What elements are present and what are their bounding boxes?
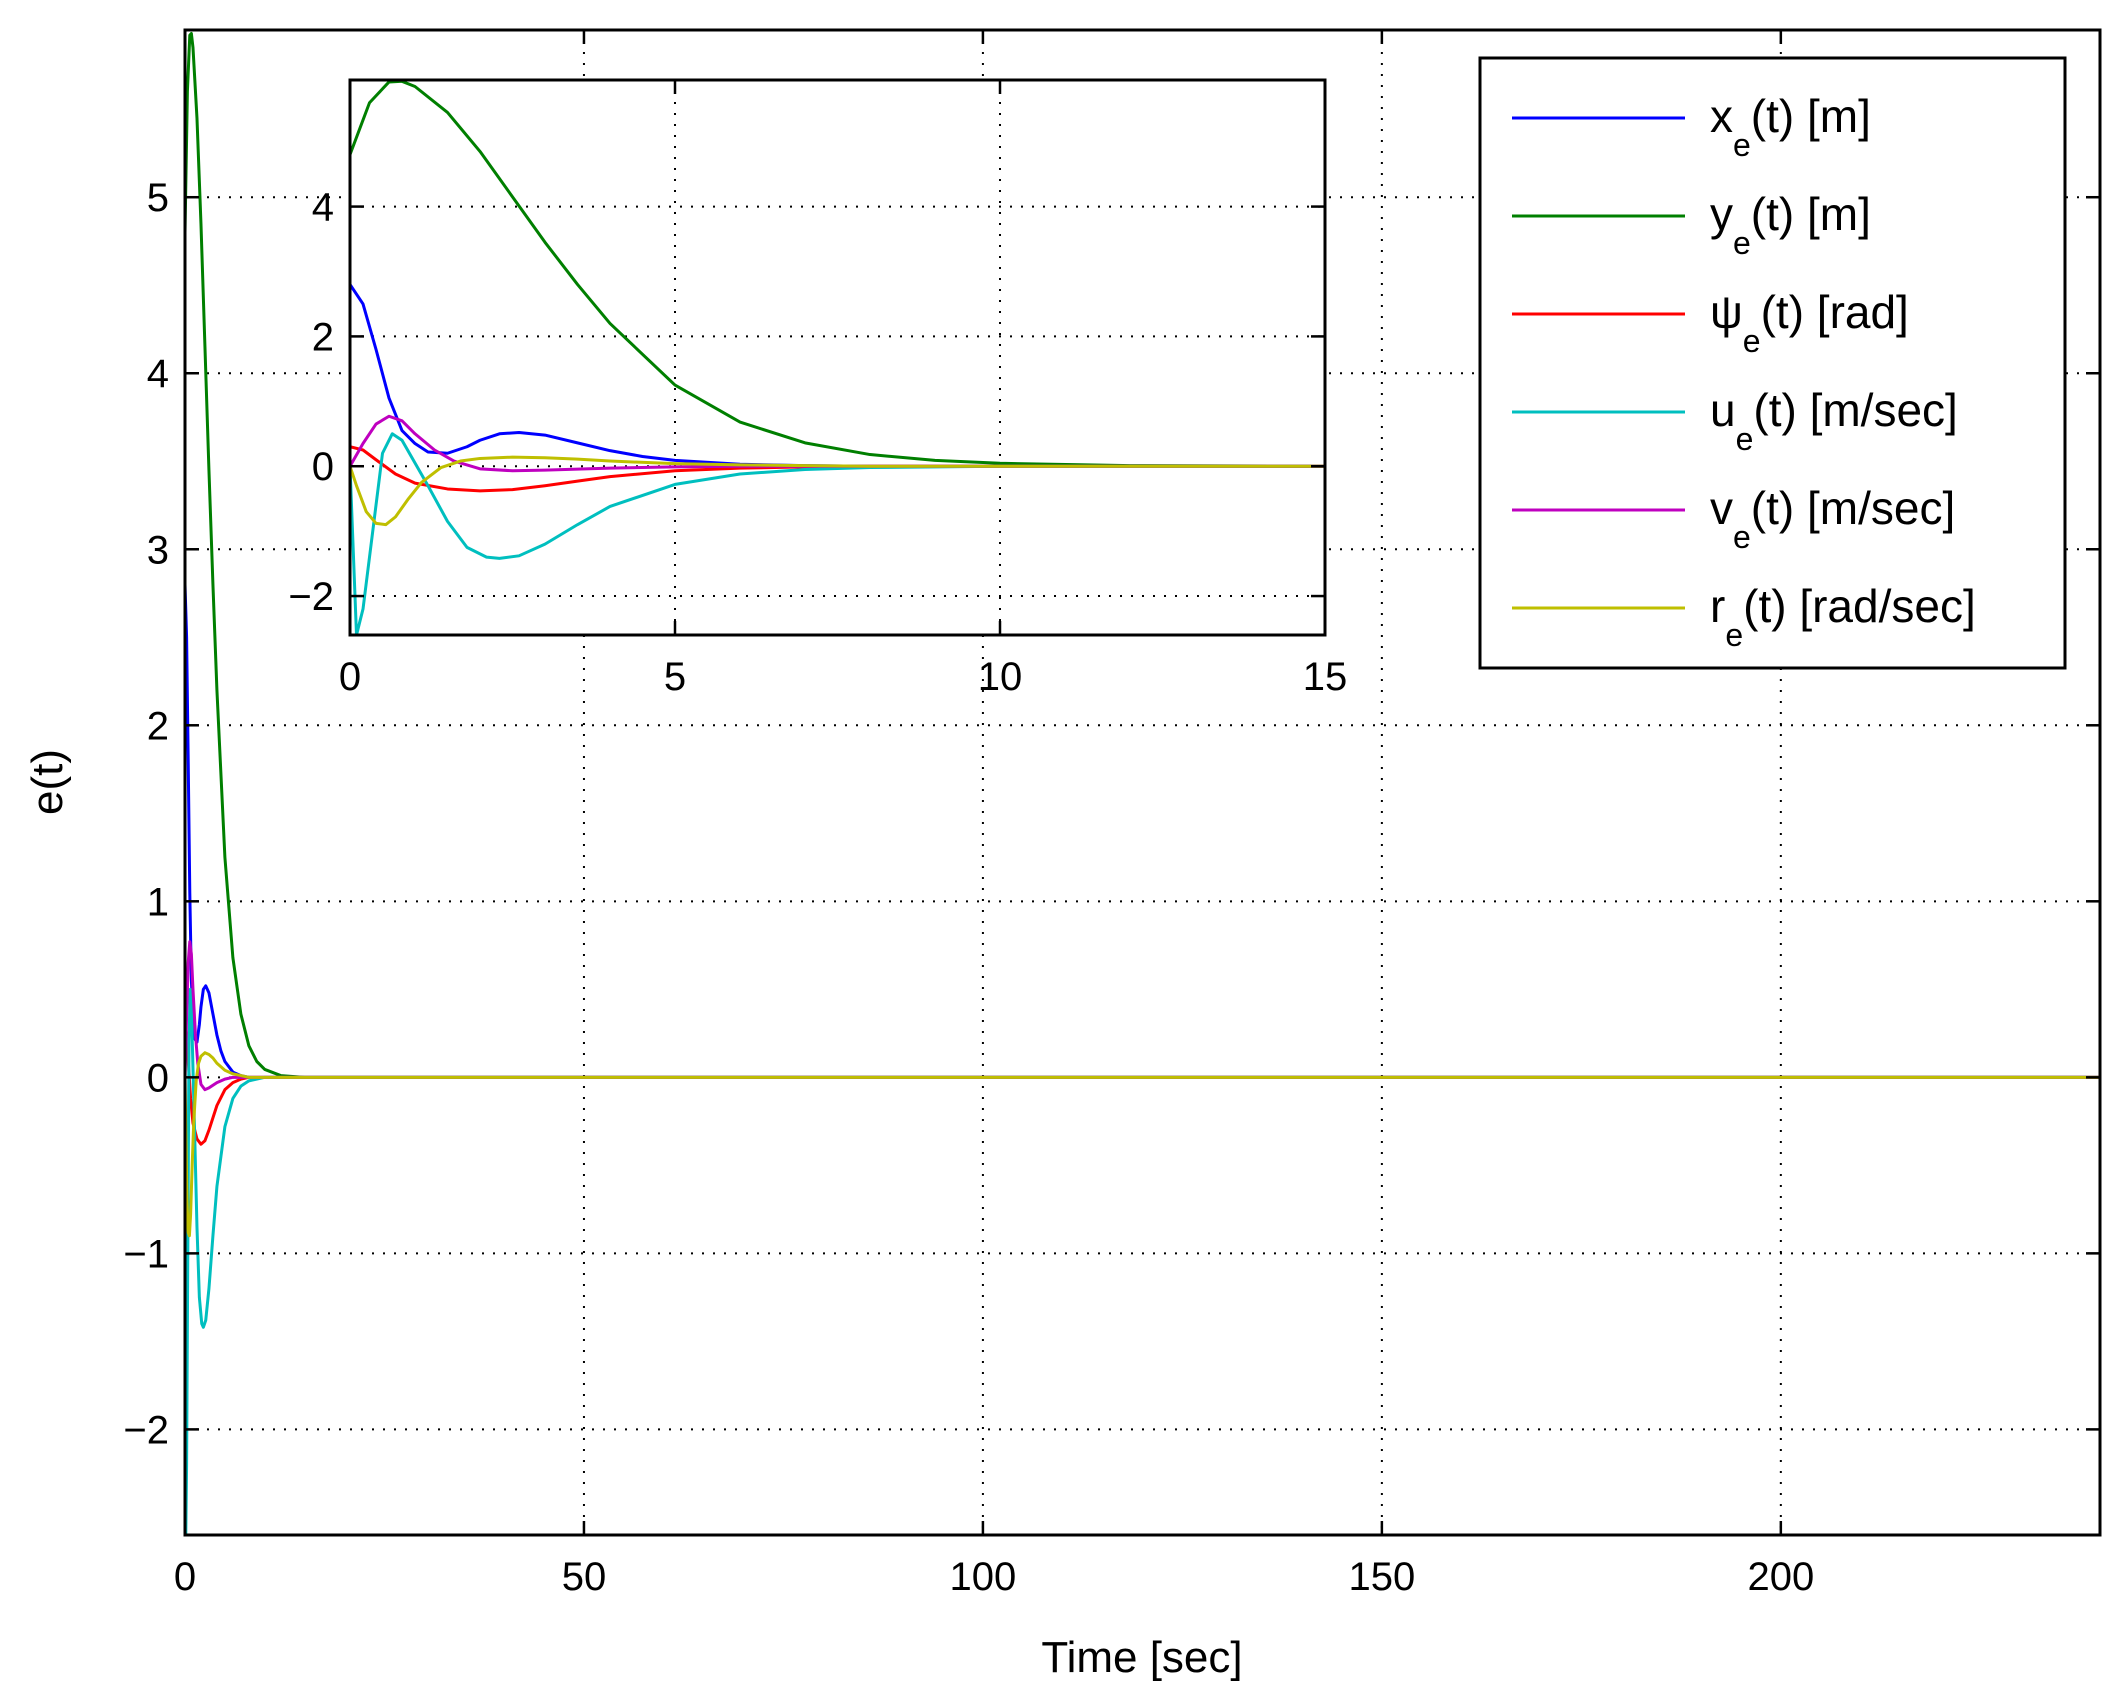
inset-line-ve (350, 414, 1325, 473)
inset-xtick-label-2: 10 (978, 655, 1023, 699)
main-line-re (185, 1051, 2100, 1238)
main-ytick-label-0: −2 (123, 1408, 169, 1452)
legend-label-psie: ψe(t) [rad] (1710, 286, 1909, 359)
main-ytick-label-1: −1 (123, 1232, 169, 1276)
legend-entry-xe: xe(t) [m] (1512, 90, 1871, 163)
main-line-ye (185, 32, 2100, 1079)
main-xtick-label-0: 0 (174, 1555, 196, 1599)
main-ytick-label-6: 4 (147, 352, 169, 396)
x-axis-label: Time [sec] (1041, 1633, 1242, 1682)
inset-series-lines (350, 80, 1325, 635)
inset-ytick-label-2: 2 (312, 315, 334, 359)
inset-ytick-label-1: 0 (312, 445, 334, 489)
main-ytick-label-3: 1 (147, 880, 169, 924)
main-ytick-label-7: 5 (147, 176, 169, 220)
legend-label-xe: xe(t) [m] (1710, 90, 1871, 163)
y-axis-label: e(t) (23, 749, 72, 815)
legend-label-re: re(t) [rad/sec] (1710, 580, 1976, 653)
legend-entry-re: re(t) [rad/sec] (1512, 580, 1976, 653)
inset-xtick-label-0: 0 (339, 655, 361, 699)
legend-entry-ue: ue(t) [m/sec] (1512, 384, 1958, 457)
main-xtick-label-3: 150 (1349, 1555, 1416, 1599)
inset-ytick-label-0: −2 (288, 575, 334, 619)
main-xtick-label-4: 200 (1747, 1555, 1814, 1599)
legend-entry-ye: ye(t) [m] (1512, 188, 1871, 261)
main-series-lines (185, 32, 2100, 1535)
main-ytick-label-4: 2 (147, 704, 169, 748)
main-line-ve (185, 940, 2100, 1092)
main-xtick-label-1: 50 (562, 1555, 607, 1599)
legend-entry-psie: ψe(t) [rad] (1512, 286, 1909, 359)
legend-label-ve: ve(t) [m/sec] (1710, 482, 1955, 555)
inset-ytick-label-3: 4 (312, 186, 334, 230)
inset-grid (350, 80, 1325, 635)
inset-line-re (350, 455, 1325, 527)
legend-entry-ve: ve(t) [m/sec] (1512, 482, 1955, 555)
inset-xtick-label-1: 5 (664, 655, 686, 699)
main-ytick-label-5: 3 (147, 528, 169, 572)
legend-label-ye: ye(t) [m] (1710, 188, 1871, 261)
legend-label-ue: ue(t) [m/sec] (1710, 384, 1958, 457)
legend: xe(t) [m] ye(t) [m] ψe(t) [rad] ue(t) [m/se… (1478, 56, 2067, 670)
main-ytick-label-2: 0 (147, 1056, 169, 1100)
inset-xtick-label-3: 15 (1303, 655, 1348, 699)
inset-line-ue (350, 432, 1325, 635)
main-xtick-label-2: 100 (950, 1555, 1017, 1599)
